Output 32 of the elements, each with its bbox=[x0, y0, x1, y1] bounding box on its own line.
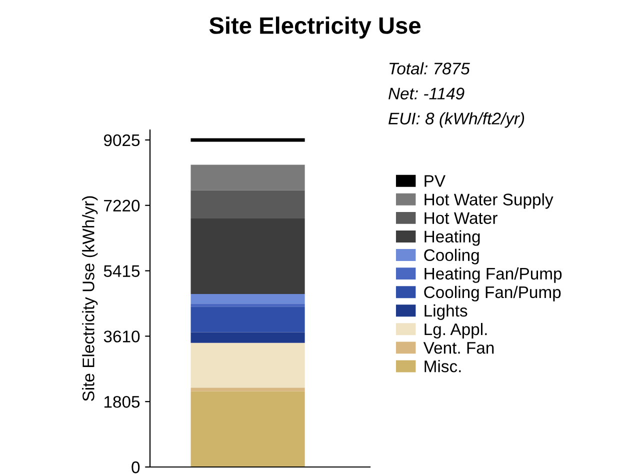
legend-label: Misc. bbox=[424, 360, 461, 372]
bar bbox=[190, 218, 305, 294]
text: EUI: 8 (kWh/ft2/yr) bbox=[388, 112, 524, 128]
text: Total: 7875 bbox=[389, 62, 470, 74]
bar bbox=[190, 164, 305, 190]
y-tick-label: 0 bbox=[132, 461, 140, 474]
legend-label: Cooling bbox=[424, 248, 479, 264]
y-tick-label: 7220 bbox=[104, 200, 140, 212]
chart-title: Site Electricity Use bbox=[209, 16, 420, 39]
legend-label: Heating Fan/Pump bbox=[424, 267, 562, 283]
legend-label: Hot Water Supply bbox=[424, 193, 554, 209]
y-tick-label: 5415 bbox=[104, 265, 140, 277]
y-tick-label: 9025 bbox=[104, 134, 140, 146]
bar bbox=[190, 388, 305, 392]
y-tick-label: 3610 bbox=[104, 330, 140, 342]
bar bbox=[190, 304, 305, 307]
legend-label: Lg. Appl. bbox=[424, 322, 487, 338]
bar bbox=[190, 391, 305, 467]
bar bbox=[190, 306, 305, 332]
legend-label: Vent. Fan bbox=[423, 342, 494, 354]
bar bbox=[190, 294, 305, 304]
bar bbox=[190, 190, 305, 218]
y-axis-title: Site Electricity Use (kWh/yr) bbox=[82, 196, 98, 401]
legend-label: Hot Water bbox=[424, 212, 498, 224]
legend-label: PV bbox=[424, 175, 446, 187]
legend-label: Lights bbox=[424, 304, 468, 320]
legend-label: Heating bbox=[424, 230, 480, 246]
legend-label: Cooling Fan/Pump bbox=[424, 286, 561, 302]
y-tick-label: 1805 bbox=[104, 396, 140, 408]
bar bbox=[190, 342, 305, 388]
bar bbox=[190, 332, 305, 343]
text: Net: -1149 bbox=[388, 88, 464, 100]
